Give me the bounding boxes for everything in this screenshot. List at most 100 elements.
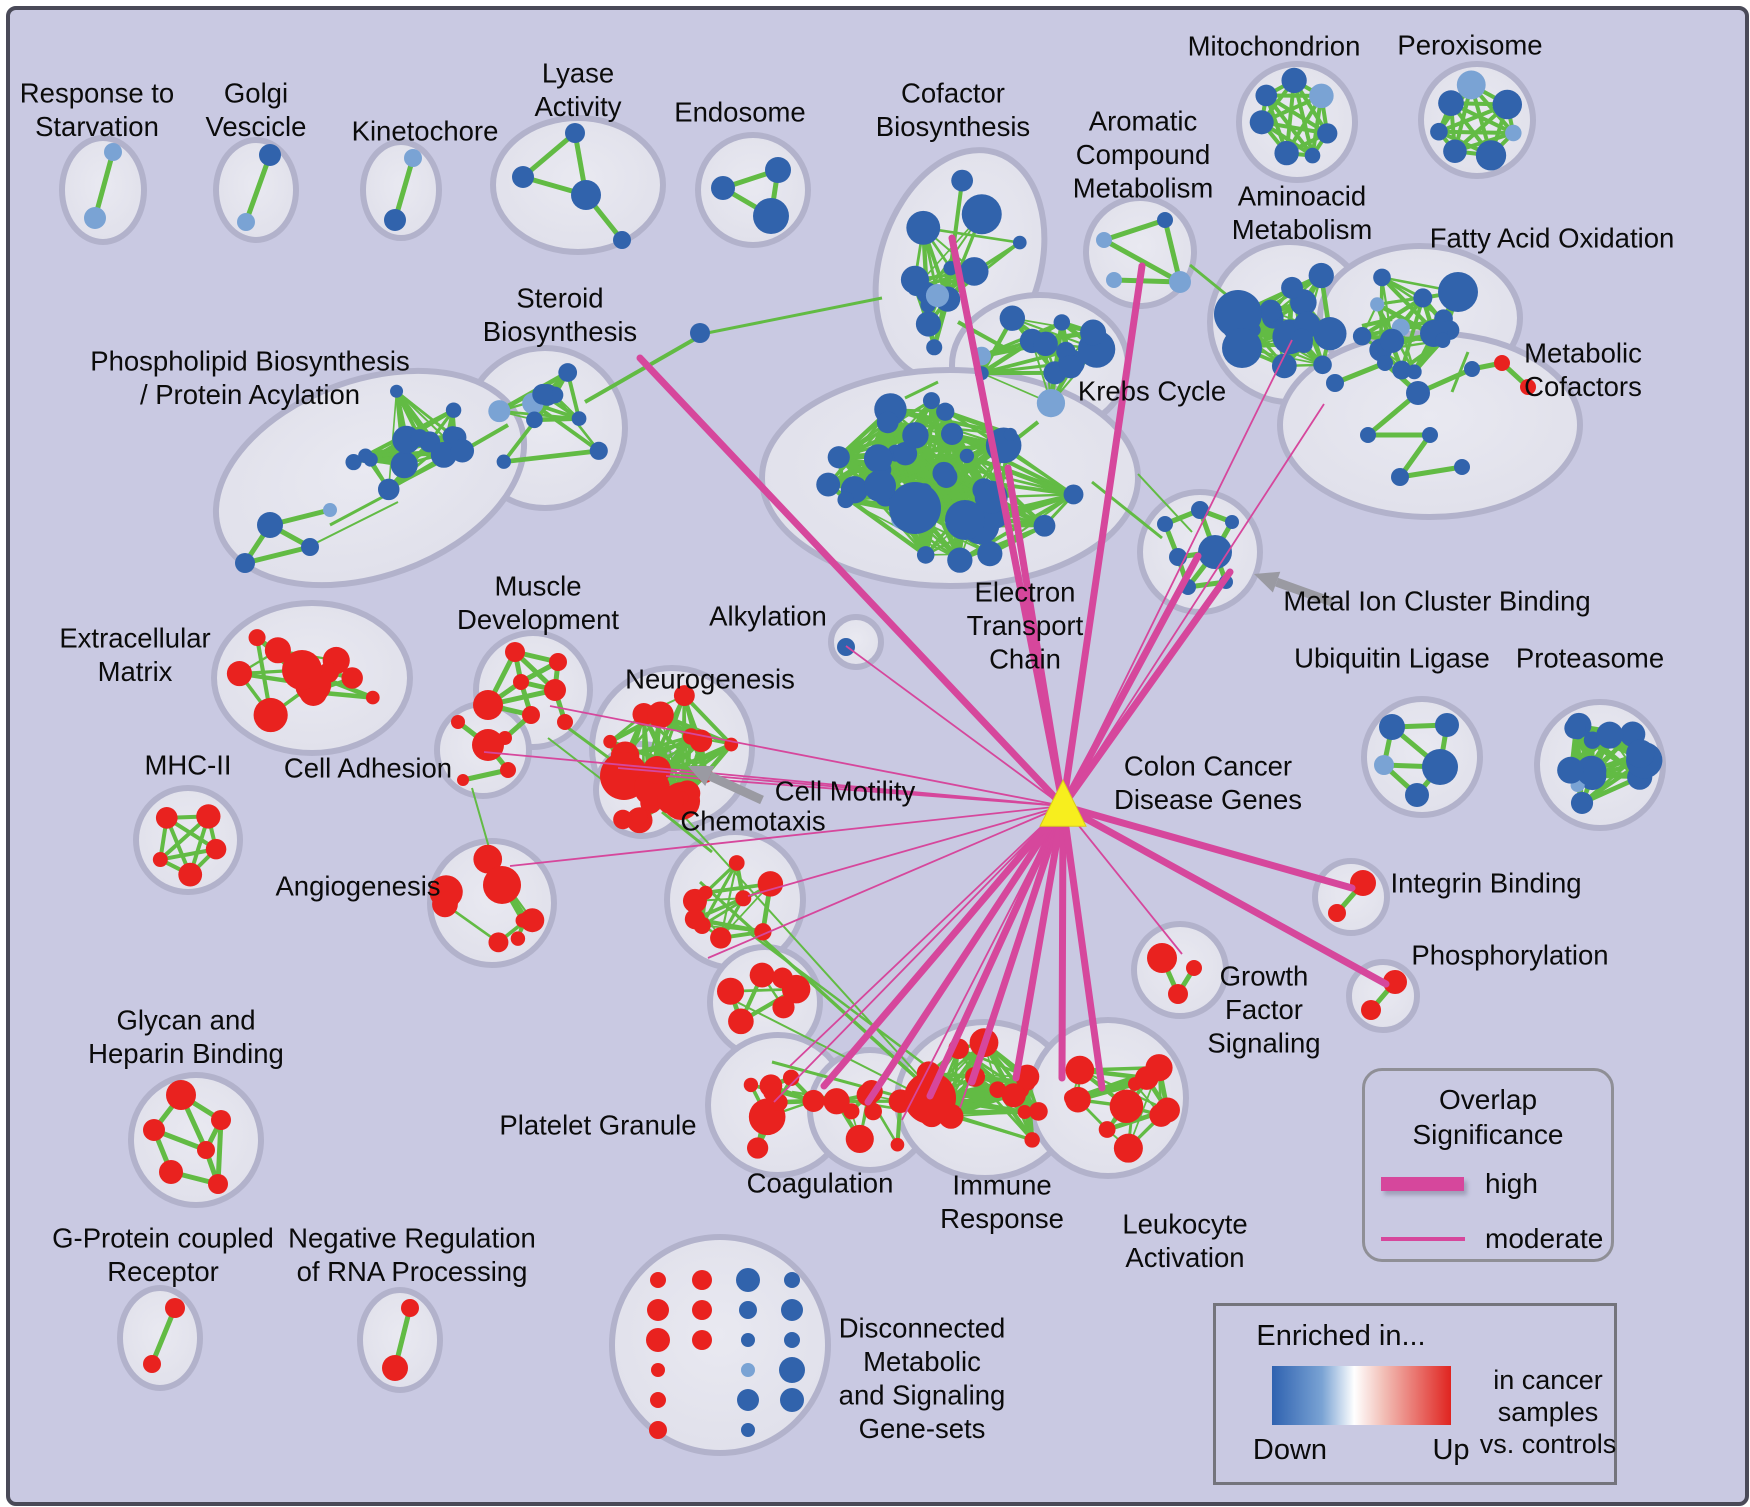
node-coagulation-2 bbox=[845, 1124, 874, 1154]
label-chemotaxis: Chemotaxis bbox=[680, 805, 825, 836]
label-cofactor-biosynthesis-line2: Biosynthesis bbox=[876, 111, 1030, 142]
label-lyase-activity-line2: Activity bbox=[534, 91, 621, 122]
node-immune-response-11 bbox=[1001, 1083, 1026, 1108]
node-angiogenesis-4 bbox=[510, 931, 526, 946]
cluster-ellipse-phospholipid-biosynthesis bbox=[212, 367, 528, 589]
node-steroid-biosynthesis-5 bbox=[589, 441, 608, 460]
node-extracellular-matrix-4 bbox=[253, 697, 288, 733]
node-disconnected-gene-sets-5 bbox=[649, 1421, 667, 1439]
node-aminoacid-metabolism-10 bbox=[1271, 353, 1297, 379]
hub-edge-high-5 bbox=[1059, 568, 1234, 810]
edge-immune-response-77 bbox=[974, 1075, 1034, 1141]
node-aminoacid-metabolism-13 bbox=[1281, 276, 1303, 299]
node-fatty-acid-oxidation-2 bbox=[1373, 268, 1391, 287]
node-mitochondrion-1 bbox=[1304, 147, 1321, 164]
node-aromatic-compound-metabolism-0 bbox=[1096, 232, 1112, 248]
node-disconnected-gene-sets-1 bbox=[647, 1299, 669, 1321]
node-integrin-binding-0 bbox=[1350, 870, 1376, 896]
overlap-legend-title-line2: Significance bbox=[1412, 1119, 1564, 1150]
overlap-legend-title-line1: Overlap bbox=[1438, 1084, 1538, 1115]
intercluster-edge-7 bbox=[1189, 263, 1229, 298]
edge-aromatic-compound-metabolism-3 bbox=[1113, 277, 1181, 285]
node-disconnected-gene-sets-3 bbox=[651, 1363, 665, 1377]
label-alkylation: Alkylation bbox=[709, 600, 827, 631]
node-aromatic-compound-metabolism-1 bbox=[1157, 212, 1173, 228]
node-golgi-vescicle-0 bbox=[259, 144, 281, 166]
node-integrin-binding-1 bbox=[1328, 904, 1346, 922]
hub-edge-high-7 bbox=[1059, 802, 1390, 988]
hub-edge-moderate-4 bbox=[707, 805, 1064, 959]
hub-edge-moderate-1 bbox=[1062, 339, 1293, 807]
node-lyase-activity-3 bbox=[613, 231, 631, 249]
intercluster-edge-19 bbox=[736, 1001, 923, 1097]
node-electron-transport-chain-21 bbox=[902, 422, 929, 449]
label-g-protein-coupled-receptor-line1: G-Protein coupled bbox=[52, 1222, 274, 1253]
edge-krebs-cycle-26 bbox=[981, 349, 1067, 375]
enrichment-note-line2: samples bbox=[1497, 1397, 1599, 1427]
node-growth-factor-signaling-1 bbox=[1186, 960, 1202, 976]
node-ubiquitin-ligase-3 bbox=[1422, 749, 1458, 785]
label-muscle-development-line1: Muscle bbox=[494, 570, 581, 601]
node-phospholipid-tail-0 bbox=[257, 512, 283, 538]
node-electron-transport-chain-26 bbox=[1003, 427, 1017, 442]
node-disconnected-gene-sets-11 bbox=[741, 1333, 755, 1347]
intercluster-edge-20 bbox=[661, 791, 929, 1087]
node-mitochondrion-2 bbox=[1274, 140, 1299, 166]
node-phosphorylation-1 bbox=[1361, 1000, 1381, 1020]
node-metal-ion-cluster-binding-1 bbox=[1191, 501, 1209, 519]
node-leukocyte-activation-4 bbox=[1065, 1055, 1095, 1085]
label-cell-adhesion: Cell Adhesion bbox=[284, 752, 452, 783]
node-muscle-development-3 bbox=[513, 674, 529, 690]
hub-edge-high-4 bbox=[1059, 552, 1202, 810]
label-electron-transport-chain-line2: Transport bbox=[967, 610, 1084, 641]
label-negative-regulation-rna-line2: of RNA Processing bbox=[297, 1256, 528, 1287]
node-g-protein-coupled-receptor-1 bbox=[143, 1355, 161, 1373]
node-lyase-activity-0 bbox=[565, 123, 585, 143]
node-electron-transport-chain-20 bbox=[922, 392, 940, 410]
node-mitochondrion-0 bbox=[1317, 123, 1338, 144]
node-electron-transport-chain-31 bbox=[947, 547, 973, 573]
node-electron-transport-chain-28 bbox=[876, 411, 899, 434]
node-leukocyte-activation-10 bbox=[1064, 1089, 1081, 1107]
node-cell-motility-cluster-5 bbox=[631, 808, 648, 825]
node-disconnected-gene-sets-10 bbox=[739, 1301, 757, 1319]
node-disconnected-gene-sets-4 bbox=[650, 1392, 666, 1408]
enrichment-note-line3: vs. controls bbox=[1479, 1429, 1617, 1459]
node-endosome-0 bbox=[711, 176, 735, 200]
node-steroid-biosynthesis-3 bbox=[532, 383, 554, 405]
node-electron-transport-chain-24 bbox=[863, 444, 893, 473]
node-angiogenesis-6 bbox=[488, 932, 509, 953]
node-neurogenesis-10 bbox=[647, 701, 674, 729]
intercluster-edge-16 bbox=[747, 931, 949, 1083]
pointer-arrow-head-1 bbox=[688, 766, 715, 787]
hub-edge-high-2 bbox=[1059, 262, 1146, 810]
node-metabolic-cofactors-2 bbox=[1406, 381, 1430, 405]
hub-edge-high-11 bbox=[1058, 802, 1067, 1082]
node-disconnected-gene-sets-15 bbox=[784, 1272, 800, 1288]
label-aromatic-compound-metabolism-line2: Compound bbox=[1076, 139, 1211, 170]
pointer-arrow-head-0 bbox=[1254, 571, 1281, 593]
label-fatty-acid-oxidation: Fatty Acid Oxidation bbox=[1430, 222, 1675, 253]
label-endosome: Endosome bbox=[674, 96, 805, 127]
label-mitochondrion: Mitochondrion bbox=[1188, 30, 1361, 61]
node-platelet-granule-1 bbox=[746, 1137, 769, 1159]
node-cofactor-biosynthesis-11 bbox=[925, 284, 950, 308]
hub-edge-moderate-7 bbox=[509, 805, 1064, 867]
label-ubiquitin-ligase: Ubiquitin Ligase bbox=[1294, 642, 1490, 673]
node-peroxisome-4 bbox=[1438, 90, 1464, 116]
node-angiogenesis-5 bbox=[432, 891, 458, 918]
node-chemotaxis-3 bbox=[710, 927, 732, 949]
node-metabolic-cofactors-0 bbox=[1326, 374, 1344, 392]
node-electron-transport-chain-3 bbox=[816, 472, 841, 497]
node-cofactor-biosynthesis-13 bbox=[961, 194, 1002, 235]
node-muscle-development-5 bbox=[522, 706, 540, 724]
enrichment-color-legend: Enriched in... Down Up in cancer samples… bbox=[1213, 1303, 1617, 1485]
node-cell-adhesion-0 bbox=[451, 715, 465, 729]
edge-lyase-activity-0 bbox=[521, 131, 577, 179]
node-phospholipid-tail-3 bbox=[323, 503, 337, 517]
intercluster-edge-5 bbox=[1091, 480, 1163, 540]
node-electron-transport-chain-33 bbox=[945, 500, 985, 540]
edge-krebs-cycle-47 bbox=[1012, 317, 1094, 334]
edge-electron-transport-chain-266 bbox=[837, 456, 927, 556]
